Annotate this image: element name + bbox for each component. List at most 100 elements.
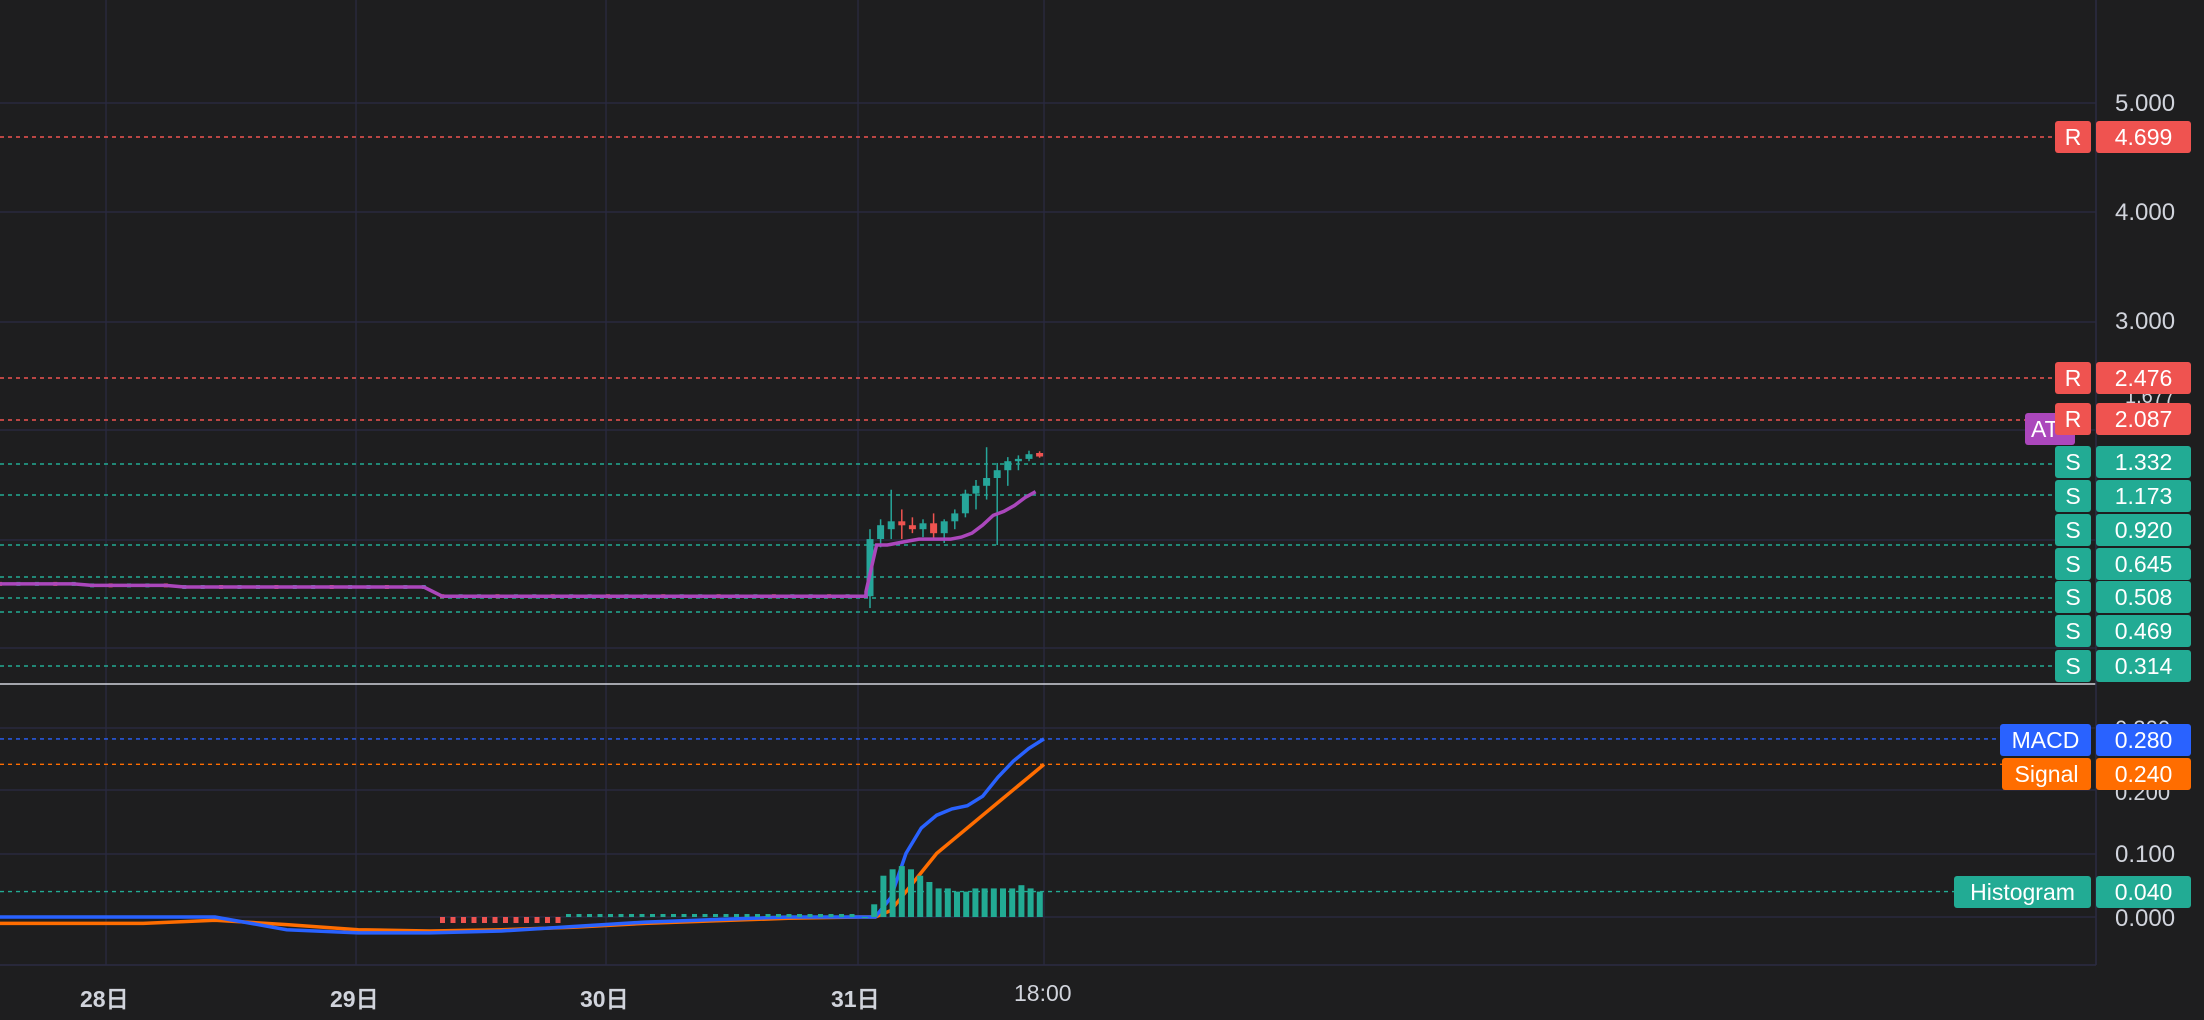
histogram-bar bbox=[1000, 888, 1006, 917]
signal-value-tag: 0.240 bbox=[2096, 758, 2191, 790]
time-label: 28日 bbox=[80, 986, 129, 1012]
histogram-bar bbox=[744, 914, 750, 917]
histogram-bar bbox=[545, 917, 550, 923]
candle-body bbox=[1036, 453, 1044, 457]
histogram-bar bbox=[492, 917, 498, 923]
time-label: 18:00 bbox=[1014, 980, 1072, 1006]
histogram-bar bbox=[671, 914, 676, 917]
histogram-bar bbox=[797, 914, 802, 917]
grid-lines bbox=[0, 0, 2096, 965]
histogram-bar bbox=[723, 914, 729, 917]
support-marker[interactable]: S bbox=[2055, 514, 2091, 546]
histogram-bar bbox=[471, 917, 477, 923]
histogram-bar bbox=[576, 914, 582, 917]
histogram-bar bbox=[889, 869, 896, 917]
candle-body bbox=[951, 513, 959, 522]
resistance-marker[interactable]: R bbox=[2055, 121, 2091, 153]
macd-value-tag: 0.280 bbox=[2096, 724, 2191, 756]
support-marker[interactable]: S bbox=[2055, 581, 2091, 613]
histogram-bar bbox=[639, 914, 645, 917]
histogram-bar bbox=[461, 917, 466, 923]
support-value-tag: 0.645 bbox=[2096, 548, 2191, 580]
histogram-bar bbox=[1009, 888, 1016, 917]
histogram-bar bbox=[963, 891, 970, 917]
price-tick: 4.000 bbox=[2115, 199, 2176, 226]
signal-name-tag[interactable]: Signal bbox=[2002, 758, 2091, 790]
histogram-bar bbox=[450, 917, 456, 923]
histogram-bar bbox=[555, 917, 561, 923]
histogram-bar bbox=[482, 917, 487, 923]
candle-body bbox=[993, 470, 1001, 478]
resistance-value-tag: 4.699 bbox=[2096, 121, 2191, 153]
macd-tick: 0.000 bbox=[2115, 905, 2176, 932]
candle-body bbox=[887, 521, 895, 530]
histogram-bar bbox=[908, 869, 914, 917]
support-value-tag: 1.332 bbox=[2096, 446, 2191, 478]
histogram-bar bbox=[503, 917, 508, 923]
histogram-bar bbox=[650, 914, 655, 917]
macd-line bbox=[0, 737, 1045, 935]
histogram-bar bbox=[608, 914, 613, 917]
candle-body bbox=[940, 521, 948, 534]
histogram-bar bbox=[954, 891, 960, 917]
time-label: 30日 bbox=[580, 986, 629, 1012]
time-label: 29日 bbox=[330, 986, 379, 1012]
histogram-bar bbox=[990, 888, 997, 917]
candle-body bbox=[972, 485, 980, 494]
histogram-name-tag[interactable]: Histogram bbox=[1954, 876, 2091, 908]
histogram-bar bbox=[981, 888, 988, 917]
candle-body bbox=[908, 525, 916, 530]
histogram-bar bbox=[862, 917, 868, 918]
histogram-bar bbox=[839, 914, 844, 917]
histogram-bar bbox=[1027, 888, 1034, 917]
histogram-bar bbox=[755, 914, 760, 917]
support-value-tag: 0.508 bbox=[2096, 581, 2191, 613]
candle-body bbox=[1025, 454, 1033, 459]
resistance-marker[interactable]: R bbox=[2055, 362, 2091, 394]
support-marker[interactable]: S bbox=[2055, 446, 2091, 478]
histogram-bar bbox=[618, 914, 624, 917]
histogram-bar bbox=[898, 866, 905, 917]
support-marker[interactable]: S bbox=[2055, 480, 2091, 512]
support-marker[interactable]: S bbox=[2055, 650, 2091, 682]
signal-line bbox=[0, 763, 1046, 933]
histogram-value-tag: 0.040 bbox=[2096, 876, 2191, 908]
support-value-tag: 1.173 bbox=[2096, 480, 2191, 512]
support-marker[interactable]: S bbox=[2055, 615, 2091, 647]
candle-body bbox=[877, 525, 885, 539]
histogram-bar bbox=[944, 888, 951, 917]
time-label: 31日 bbox=[831, 986, 880, 1012]
price-tick: 3.000 bbox=[2115, 308, 2176, 335]
support-value-tag: 0.314 bbox=[2096, 650, 2191, 682]
price-series bbox=[0, 447, 1044, 609]
histogram-bar bbox=[597, 914, 603, 917]
support-value-tag: 0.469 bbox=[2096, 615, 2191, 647]
histogram-bar bbox=[828, 914, 834, 917]
support-marker[interactable]: S bbox=[2055, 548, 2091, 580]
histogram-bar bbox=[1036, 891, 1043, 917]
histogram-bar bbox=[765, 914, 771, 917]
histogram-bar bbox=[440, 917, 445, 923]
resistance-value-tag: 2.087 bbox=[2096, 403, 2191, 435]
histogram-bar bbox=[660, 914, 666, 917]
candle-body bbox=[1004, 461, 1012, 471]
histogram-bar bbox=[776, 914, 781, 917]
histogram-bar bbox=[681, 914, 687, 917]
histogram-bar bbox=[871, 904, 878, 917]
resistance-marker[interactable]: R bbox=[2055, 403, 2091, 435]
candle-body bbox=[983, 478, 991, 486]
histogram-bar bbox=[587, 914, 592, 917]
histogram-bar bbox=[935, 888, 942, 917]
histogram-bar bbox=[849, 914, 855, 917]
histogram-bar bbox=[786, 914, 792, 917]
price-tick: 5.000 bbox=[2115, 90, 2176, 117]
macd-tick: 0.100 bbox=[2115, 841, 2176, 868]
histogram-bar bbox=[702, 914, 708, 917]
histogram-bar bbox=[734, 914, 739, 917]
histogram-bar bbox=[818, 914, 823, 917]
histogram-bar bbox=[629, 914, 634, 917]
macd-name-tag[interactable]: MACD bbox=[2000, 724, 2091, 756]
candle-body bbox=[961, 493, 969, 514]
histogram-bar bbox=[524, 917, 529, 923]
